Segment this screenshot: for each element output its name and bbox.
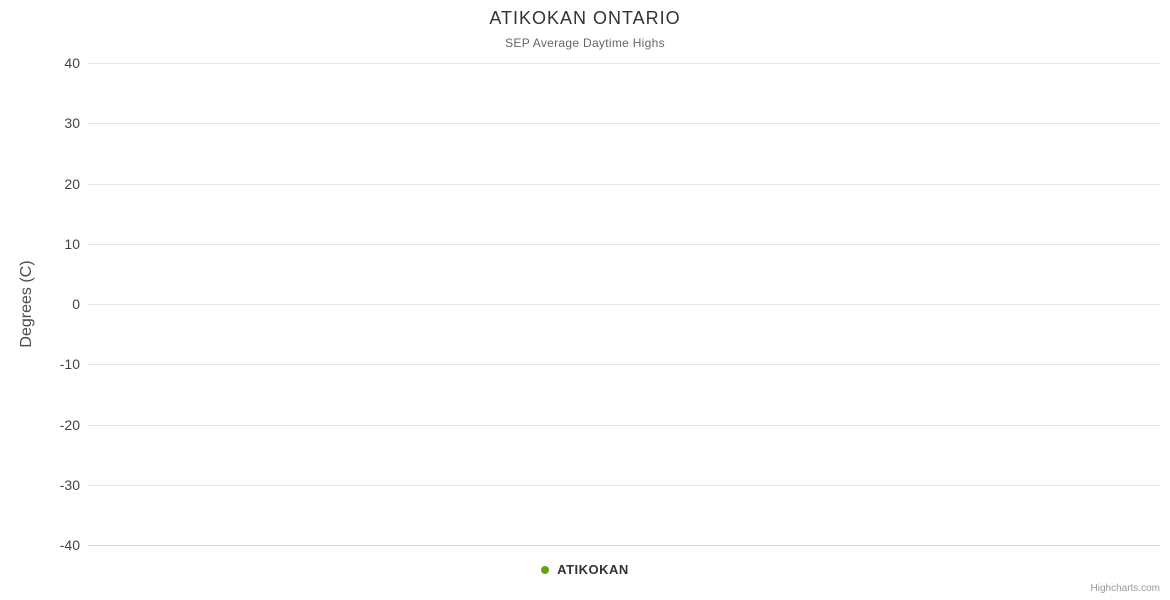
y-tick-label: 10 [64,236,80,252]
y-tick-label: 30 [64,115,80,131]
y-tick-label: 0 [72,296,80,312]
legend-item-atikokan[interactable]: ATIKOKAN [541,562,629,577]
y-tick-label: -40 [59,537,80,553]
gridline [88,364,1160,365]
y-tick-label: -30 [59,477,80,493]
gridline [88,63,1160,64]
y-tick-label: -10 [59,356,80,372]
y-axis-labels: 40 30 20 10 0 -10 -20 -30 -40 [0,55,80,553]
series-marker-icon [541,565,550,574]
x-axis-line [88,545,1160,546]
gridline [88,485,1160,486]
plot-area [88,63,1160,546]
y-tick-label: 40 [64,55,80,71]
y-tick-label: -20 [59,417,80,433]
gridline [88,184,1160,185]
chart-subtitle: SEP Average Daytime Highs [505,36,665,50]
highcharts-credits-link[interactable]: Highcharts.com [1090,583,1160,594]
gridline [88,244,1160,245]
gridline [88,304,1160,305]
chart-title: ATIKOKAN ONTARIO [489,8,681,28]
gridline [88,123,1160,124]
y-tick-label: 20 [64,176,80,192]
legend-item-label: ATIKOKAN [557,562,629,577]
legend: ATIKOKAN [0,562,1170,577]
gridline [88,425,1160,426]
